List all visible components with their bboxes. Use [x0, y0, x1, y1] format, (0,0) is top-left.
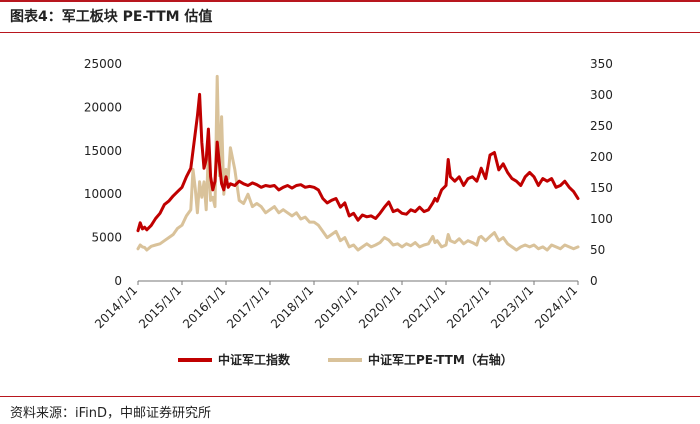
title-underline	[0, 32, 700, 33]
figure-title: 图表4：军工板块 PE-TTM 估值	[10, 9, 213, 25]
chart-legend: 中证军工指数 中证军工PE-TTM（右轴）	[178, 352, 513, 367]
x-tick-label: 2024/1/1	[532, 283, 580, 331]
y-left-tick-label: 20000	[84, 100, 122, 114]
y-right-tick-label: 100	[590, 212, 613, 226]
top-accent-rule	[0, 0, 700, 2]
x-tick-label: 2014/1/1	[92, 283, 140, 331]
series-line-pe	[136, 74, 580, 252]
x-tick-label: 2020/1/1	[356, 283, 404, 331]
chart-series	[136, 74, 580, 252]
y-left-tick-label: 25000	[84, 57, 122, 71]
x-tick-label: 2015/1/1	[136, 283, 184, 331]
y-left-tick-label: 15000	[84, 144, 122, 158]
x-tick-label: 2023/1/1	[488, 283, 536, 331]
legend-label: 中证军工指数	[218, 352, 291, 367]
y-right-tick-label: 50	[590, 243, 605, 257]
x-tick-label: 2022/1/1	[444, 283, 492, 331]
chart-axes: 0 5000 10000 15000 20000 25000 0 50 100 150 200 250…	[84, 57, 613, 331]
y-right-tick-label: 250	[590, 119, 613, 133]
y-right-tick-label: 200	[590, 150, 613, 164]
y-right-tick-label: 150	[590, 181, 613, 195]
source-rule	[0, 396, 700, 397]
y-right-tick-label: 300	[590, 88, 613, 102]
series-line-index	[136, 92, 580, 233]
x-tick-label: 2021/1/1	[400, 283, 448, 331]
x-tick-label: 2018/1/1	[268, 283, 316, 331]
y-left-tick-label: 5000	[91, 231, 122, 245]
y-left-tick-label: 10000	[84, 187, 122, 201]
source-note: 资料来源：iFinD，中邮证券研究所	[10, 406, 212, 421]
y-right-tick-label: 0	[590, 274, 598, 288]
line-chart: 0 5000 10000 15000 20000 25000 0 50 100 150 200 250…	[84, 57, 613, 367]
y-right-tick-label: 350	[590, 57, 613, 71]
x-tick-label: 2019/1/1	[312, 283, 360, 331]
y-left-tick-label: 0	[114, 274, 122, 288]
x-tick-label: 2017/1/1	[224, 283, 272, 331]
x-tick-label: 2016/1/1	[180, 283, 228, 331]
legend-label: 中证军工PE-TTM（右轴）	[368, 352, 513, 367]
